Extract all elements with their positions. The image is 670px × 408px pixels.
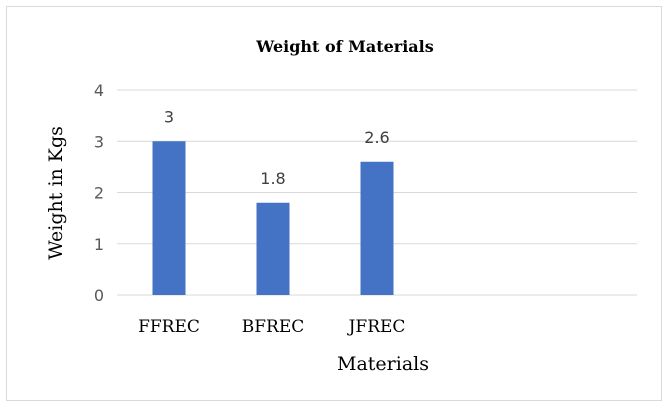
x-category-label: BFREC	[242, 317, 305, 337]
x-axis-title: Materials	[337, 353, 429, 375]
data-label: 3	[164, 107, 174, 126]
y-tick-label: 4	[94, 81, 104, 100]
x-axis-category-labels: FFREC BFREC JFREC	[138, 317, 405, 337]
bars	[152, 141, 394, 295]
chart-area	[6, 6, 662, 401]
y-tick-label: 0	[94, 286, 104, 305]
data-label: 2.6	[364, 128, 389, 147]
x-category-label: FFREC	[138, 317, 200, 337]
y-tick-label: 1	[94, 235, 104, 254]
data-label: 1.8	[260, 169, 285, 188]
bar	[360, 161, 394, 295]
x-category-label: JFREC	[347, 317, 406, 337]
bar	[152, 141, 186, 295]
y-axis-tick-labels: 0 1 2 3 4	[94, 81, 104, 305]
y-tick-label: 3	[94, 132, 104, 151]
data-labels: 3 1.8 2.6	[164, 107, 390, 188]
y-axis-title: Weight in Kgs	[45, 126, 67, 260]
chart-title: Weight of Materials	[255, 37, 433, 56]
bar	[256, 202, 290, 295]
y-tick-label: 2	[94, 184, 104, 203]
